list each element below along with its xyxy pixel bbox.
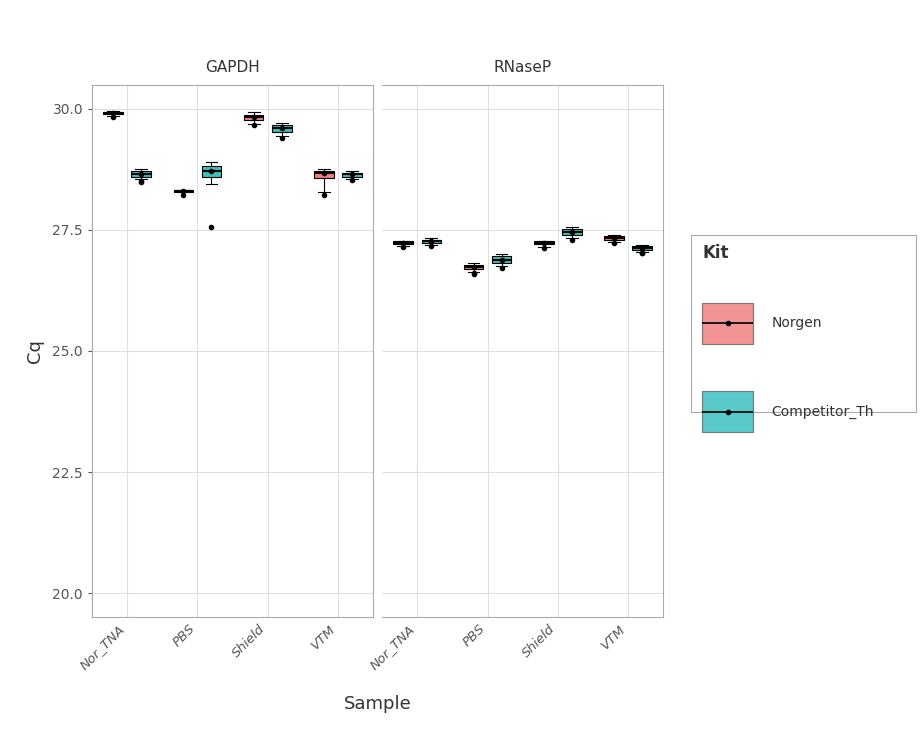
Bar	[534, 242, 554, 244]
Bar	[244, 115, 263, 121]
Bar	[422, 240, 441, 243]
Y-axis label: Cq: Cq	[26, 339, 44, 363]
Bar	[393, 242, 414, 244]
Text: Norgen: Norgen	[772, 316, 822, 331]
Text: Competitor_Th: Competitor_Th	[772, 404, 874, 419]
Bar	[103, 112, 123, 114]
Bar	[173, 190, 193, 192]
Bar	[342, 173, 362, 176]
Bar	[632, 246, 652, 250]
Bar	[492, 257, 511, 263]
Text: Kit: Kit	[703, 244, 729, 262]
Bar	[463, 265, 484, 268]
Text: Sample: Sample	[344, 695, 412, 713]
Bar	[202, 166, 221, 176]
Text: GAPDH: GAPDH	[205, 60, 260, 76]
Text: RNaseP: RNaseP	[494, 60, 552, 76]
Bar	[562, 229, 582, 234]
Bar	[703, 391, 753, 432]
Bar	[314, 171, 333, 178]
Bar	[272, 125, 292, 132]
Bar	[132, 171, 151, 176]
Bar	[604, 236, 624, 240]
Bar	[703, 303, 753, 344]
